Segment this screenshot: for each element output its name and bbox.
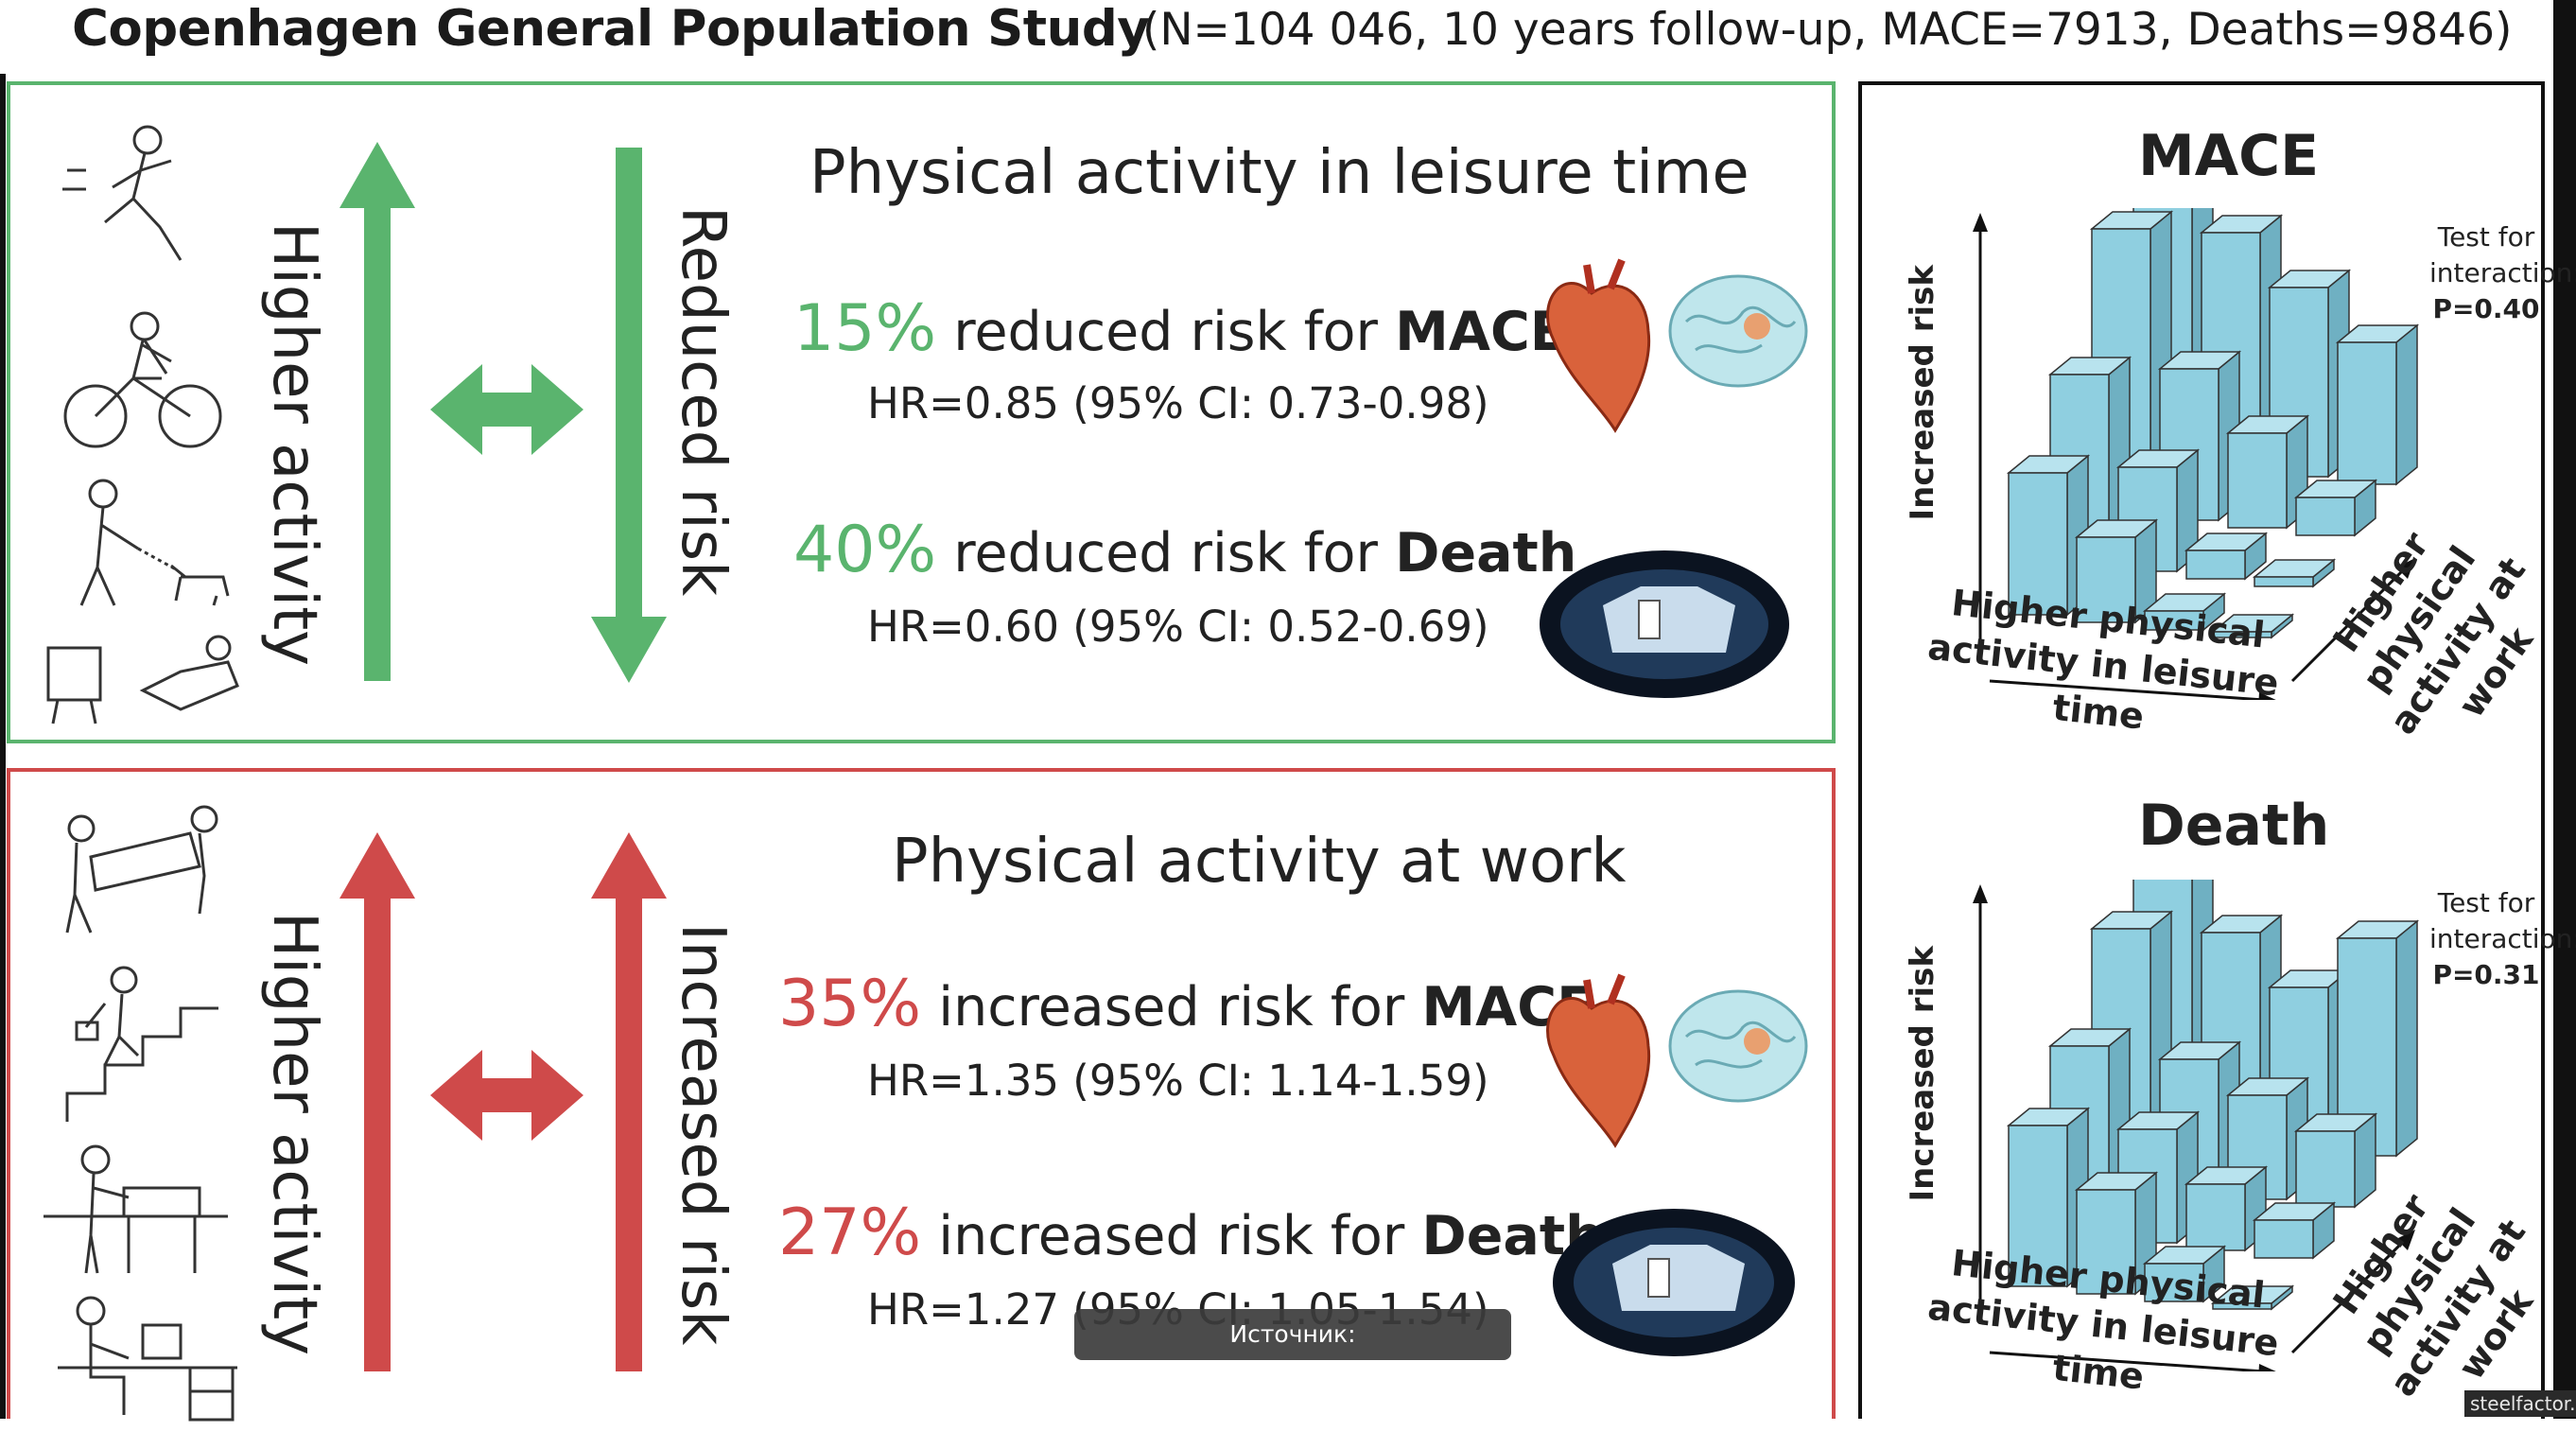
mace-3d-bar-chart [1973, 208, 2420, 700]
death-bar [2252, 1201, 2337, 1260]
work-risk-label: Increased risk [668, 923, 738, 1346]
leisure-death-hr: HR=0.60 (95% CI: 0.52-0.69) [867, 602, 1489, 652]
mace-bar [2293, 479, 2378, 537]
leisure-activity-label: Higher activity [259, 222, 329, 667]
leisure-illustrations [46, 125, 239, 724]
morgue-icon [1553, 1209, 1795, 1356]
morgue-icon [1540, 550, 1789, 698]
work-death-percent: 27% [778, 1196, 922, 1270]
mace-y-axis-label: Increased risk [1904, 265, 1941, 521]
death-bar [2184, 1165, 2269, 1252]
desk-worker-icon [58, 1296, 237, 1422]
work-mace-hr: HR=1.35 (95% CI: 1.14-1.59) [867, 1056, 1489, 1106]
tv-relaxing-icon [46, 635, 239, 724]
charts-panel: MACE Test for interaction: P=0.40 Increas… [1858, 81, 2576, 1419]
death-bar [2293, 1112, 2378, 1209]
mace-bar [2074, 518, 2159, 624]
work-activity-label: Higher activity [259, 912, 329, 1356]
page-title: Copenhagen General Population Study [72, 0, 1150, 58]
leisure-double-arrow [430, 364, 583, 455]
work-panel: Higher activity Increased risk Physical … [7, 768, 1836, 1422]
death-3d-bar-chart [1973, 880, 2420, 1371]
death-bar [2074, 1171, 2159, 1296]
left-edge [0, 74, 6, 1419]
work-double-arrow [430, 1050, 583, 1141]
leisure-death-percent: 40% [793, 513, 937, 587]
heart-brain-icon [1546, 258, 1808, 433]
standing-worker-icon [44, 1144, 228, 1274]
source-tooltip: Источник: https://academic.oup.com [1074, 1309, 1511, 1399]
leisure-heading: Physical activity in leisure time [809, 138, 1749, 208]
leisure-mace-percent: 15% [793, 291, 937, 366]
right-edge [2553, 0, 2576, 1419]
mace-bar [2142, 592, 2227, 632]
cyclist-icon [63, 311, 222, 448]
death-chart-title: Death [2138, 793, 2330, 859]
heart-brain-icon [1546, 973, 1808, 1148]
mace-bar [2210, 613, 2295, 639]
header: Copenhagen General Population Study (N=1… [0, 0, 2576, 78]
death-interaction-test: Test for interaction: P=0.31 [2429, 887, 2576, 990]
death-x-axis [1989, 1351, 2265, 1371]
work-mace-percent: 35% [778, 967, 922, 1041]
mace-chart-title: MACE [2138, 123, 2320, 189]
stair-climber-icon [65, 966, 218, 1122]
death-bar [2210, 1284, 2295, 1311]
mace-z-axis [2290, 566, 2408, 683]
dog-walker-icon [79, 479, 230, 606]
work-illustrations [44, 805, 237, 1422]
work-activity-arrow [339, 832, 415, 1371]
work-mace-stat: 35% increased risk for MACE [778, 967, 1594, 1041]
leisure-death-stat: 40% reduced risk for Death [793, 513, 1577, 587]
furniture-movers-icon [65, 805, 218, 934]
page-subtitle: (N=104 046, 10 years follow-up, MACE=791… [1142, 4, 2513, 56]
leisure-panel: Higher activity Reduced risk Physical ac… [7, 81, 1836, 743]
mace-x-axis [1989, 679, 2265, 700]
leisure-mace-hr: HR=0.85 (95% CI: 0.73-0.98) [867, 378, 1489, 428]
death-z-axis [2290, 1237, 2408, 1354]
leisure-activity-arrow [339, 142, 415, 681]
leisure-mace-stat: 15% reduced risk for MACE [793, 291, 1567, 366]
death-y-axis-label: Increased risk [1904, 946, 1941, 1202]
mace-bar [2184, 532, 2269, 581]
mace-bar [2335, 323, 2420, 486]
mace-interaction-test: Test for interaction: P=0.40 [2429, 221, 2576, 324]
leisure-risk-arrow [591, 148, 667, 683]
leisure-risk-label: Reduced risk [668, 206, 738, 597]
work-risk-arrow [591, 832, 667, 1371]
running-person-icon [62, 125, 183, 261]
work-heading: Physical activity at work [892, 827, 1627, 897]
work-death-stat: 27% increased risk for Death [778, 1196, 1604, 1270]
death-bar [2142, 1245, 2227, 1303]
watermark: steelfactor.ru [2464, 1390, 2576, 1417]
mace-bar [2225, 414, 2310, 530]
mace-bar [2252, 558, 2337, 588]
